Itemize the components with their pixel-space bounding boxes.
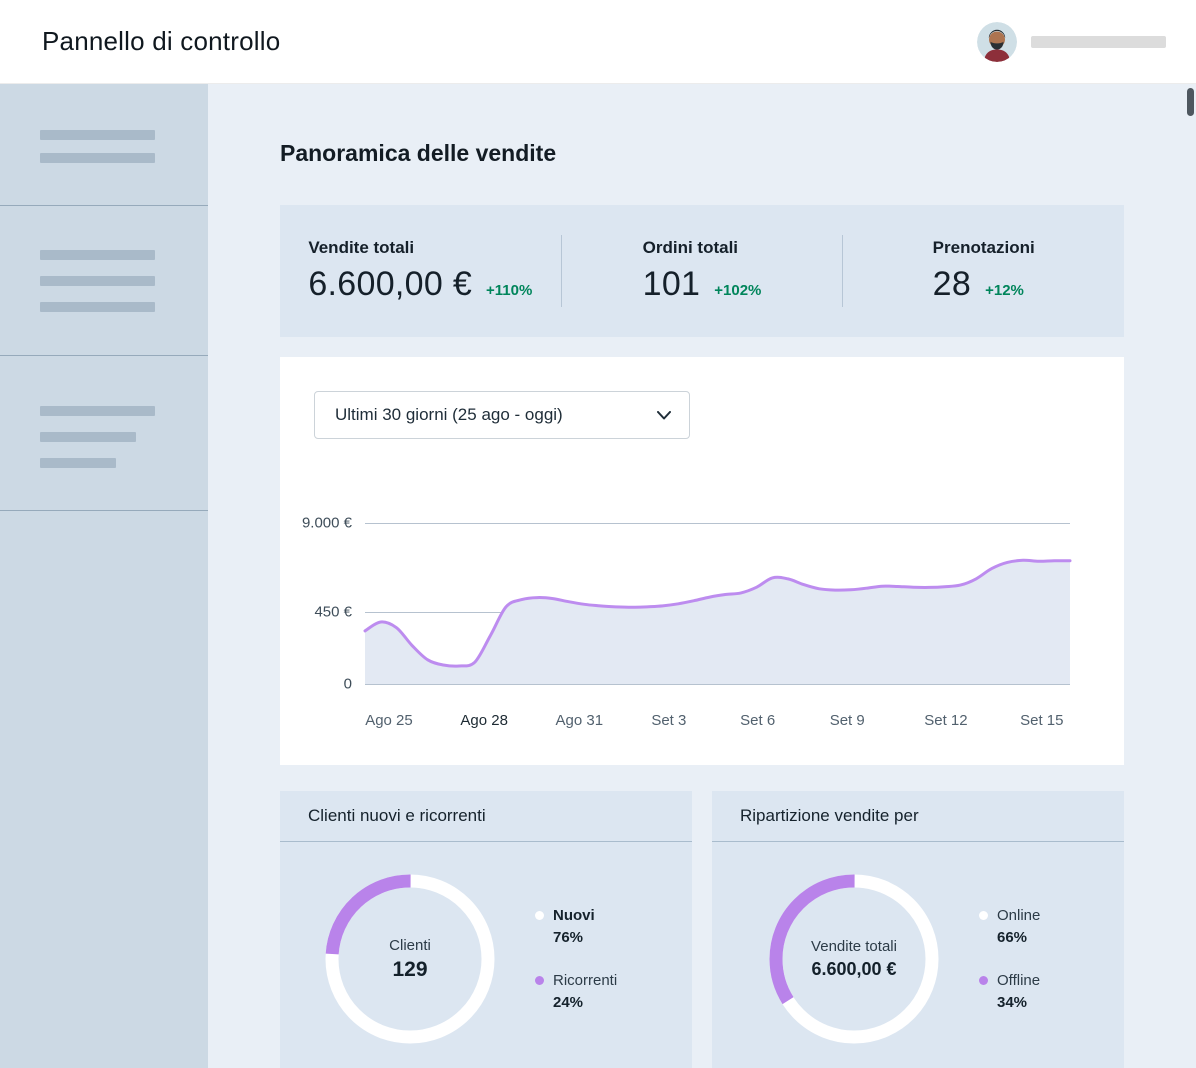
stat-value: 6.600,00 €: [308, 265, 473, 303]
sales-split-donut-chart[interactable]: Vendite totali 6.600,00 €: [769, 874, 939, 1044]
placeholder-bar: [40, 153, 155, 163]
donut-center: Vendite totali 6.600,00 €: [769, 874, 939, 1044]
header-user-area: [977, 21, 1166, 62]
legend-label: Ricorrenti: [553, 972, 618, 989]
placeholder-bar: [40, 302, 155, 312]
date-range-dropdown[interactable]: Ultimi 30 giorni (25 ago - oggi): [314, 391, 690, 439]
y-axis-label: 0: [343, 675, 352, 693]
user-avatar[interactable]: [977, 21, 1017, 62]
stat-label: Prenotazioni: [932, 238, 1035, 257]
legend-item: Offline 34%: [979, 972, 1040, 1011]
divider: [842, 235, 844, 307]
chart-area-fill: [365, 560, 1070, 684]
stat-bookings: Prenotazioni 28 +12%: [843, 238, 1124, 304]
area-line-chart-svg: [363, 558, 1072, 684]
stat-value: 28: [932, 265, 972, 303]
donut-svg: [769, 874, 939, 1044]
legend-percentage: 34%: [997, 994, 1028, 1011]
bottom-cards: Clienti nuovi e ricorrenti Clienti 129: [280, 791, 1124, 1068]
placeholder-bar: [40, 250, 155, 260]
chevron-down-icon: [657, 410, 671, 419]
chart-line: [363, 558, 1072, 668]
donut-center-label: Clienti: [389, 936, 431, 954]
legend-item: Ricorrenti 24%: [535, 972, 617, 1011]
scrollbar-thumb[interactable]: [1187, 88, 1194, 116]
x-axis-label: Set 6: [740, 712, 776, 729]
legend-percentage: 76%: [553, 929, 584, 946]
stat-change-badge: +110%: [486, 282, 533, 299]
legend: Online 66% Offline 34%: [979, 907, 1040, 1011]
legend-dot: [979, 976, 988, 985]
x-axis-label: Set 15: [1020, 712, 1064, 729]
legend-label: Nuovi: [553, 907, 595, 924]
section-title: Panoramica delle vendite: [280, 140, 557, 166]
x-axis-baseline: [365, 684, 1070, 685]
donut-center-value: 129: [392, 957, 428, 981]
stat-change-badge: +12%: [985, 282, 1024, 299]
main-content: Panoramica delle vendite Vendite totali …: [208, 84, 1196, 1068]
x-axis-labels: Ago 25 Ago 28 Ago 31 Set 3 Set 6 Set 9 Set 12 S…: [365, 712, 1070, 732]
placeholder-bar: [40, 406, 155, 416]
legend-dot: [535, 911, 544, 920]
stat-value: 101: [642, 265, 701, 303]
sidebar-nav-group-1[interactable]: [0, 84, 208, 206]
sales-chart-card: Ultimi 30 giorni (25 ago - oggi) 9.000 €…: [280, 357, 1124, 765]
divider: [560, 235, 562, 307]
x-axis-label: Ago 31: [555, 712, 604, 729]
stat-label: Vendite totali: [308, 238, 415, 257]
sidebar-nav-group-3[interactable]: [0, 356, 208, 511]
legend-label: Online: [997, 907, 1041, 924]
sidebar-nav-group-2[interactable]: [0, 206, 208, 356]
page-title: Pannello di controllo: [42, 26, 281, 56]
stat-label: Ordini totali: [642, 238, 739, 257]
donut-center: Clienti 129: [325, 874, 495, 1044]
legend-item: Nuovi 76%: [535, 907, 617, 946]
x-axis-label: Set 12: [924, 712, 968, 729]
stats-summary-card: Vendite totali 6.600,00 € +110% Ordini t…: [280, 205, 1124, 337]
legend-label: Offline: [997, 972, 1041, 989]
stat-change-badge: +102%: [714, 282, 762, 299]
y-axis-label: 450 €: [314, 603, 352, 620]
card-title: Ripartizione vendite per: [712, 791, 1124, 842]
stat-total-sales: Vendite totali 6.600,00 € +110%: [280, 238, 561, 304]
customers-card: Clienti nuovi e ricorrenti Clienti 129: [280, 791, 692, 1068]
stat-total-orders: Ordini totali 101 +102%: [562, 238, 843, 304]
legend-dot: [979, 911, 988, 920]
placeholder-bar: [40, 276, 155, 286]
customers-donut-chart[interactable]: Clienti 129: [325, 874, 495, 1044]
x-axis-label: Ago 25: [365, 712, 413, 729]
legend-percentage: 66%: [997, 929, 1028, 946]
x-axis-label: Ago 28: [460, 712, 508, 729]
x-axis-label: Set 3: [651, 712, 687, 729]
legend-dot: [535, 976, 544, 985]
placeholder-bar: [40, 130, 155, 140]
y-axis-label: 9.000 €: [301, 514, 352, 532]
avatar-image: [977, 21, 1017, 62]
user-name-placeholder: [1031, 35, 1166, 48]
sales-split-card: Ripartizione vendite per Vendite totali …: [712, 791, 1124, 1068]
donut-svg: [325, 874, 495, 1044]
gridline: [365, 523, 1070, 524]
card-title: Clienti nuovi e ricorrenti: [280, 791, 692, 842]
donut-center-value: 6.600,00 €: [811, 959, 897, 979]
placeholder-bar: [40, 432, 136, 442]
legend-item: Online 66%: [979, 907, 1040, 946]
date-range-value: Ultimi 30 giorni (25 ago - oggi): [335, 405, 563, 424]
legend: Nuovi 76% Ricorrenti 24%: [535, 907, 617, 1011]
x-axis-label: Set 9: [829, 712, 865, 729]
placeholder-bar: [40, 458, 116, 468]
sidebar: [0, 84, 208, 1068]
legend-percentage: 24%: [553, 994, 584, 1011]
app-header: Pannello di controllo: [0, 0, 1196, 84]
donut-center-label: Vendite totali: [811, 938, 897, 955]
sales-trend-chart[interactable]: 9.000 € 450 € 0 Ago 25 Ago 28 Ago 31 Set 3 S…: [302, 515, 1072, 729]
